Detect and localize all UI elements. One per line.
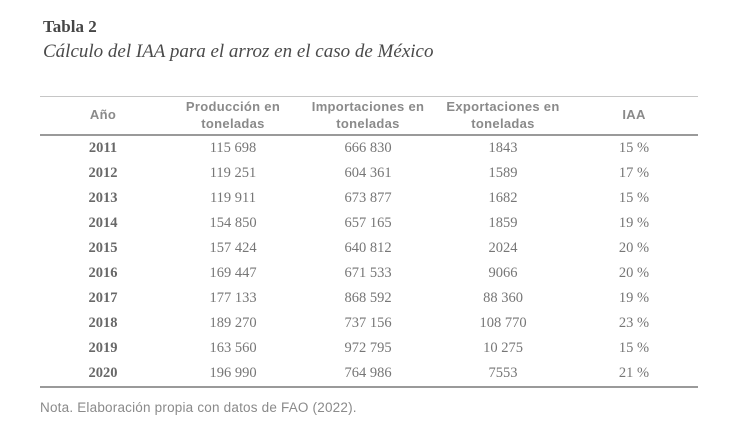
table-header-row: Año Producción en toneladas Importacione… [40, 96, 698, 135]
table-row: 2014 154 850 657 165 1859 19 % [40, 211, 698, 236]
iaa-cell: 15 % [618, 140, 650, 156]
table-row: 2020 196 990 764 986 7553 21 % [40, 361, 698, 387]
table-label: Tabla 2 [43, 17, 97, 36]
produccion-cell: 119 911 [209, 190, 257, 206]
produccion-cell: 177 133 [209, 290, 257, 306]
column-header-importaciones: Importaciones en toneladas [311, 98, 425, 131]
iaa-cell: 20 % [618, 265, 650, 281]
table-row: 2019 163 560 972 795 10 275 15 % [40, 336, 698, 361]
importaciones-cell: 657 165 [344, 215, 392, 231]
exportaciones-cell: 1682 [488, 190, 518, 206]
table-title-text: Cálculo del IAA para el arroz en el caso… [43, 41, 434, 63]
column-header-exportaciones: Exportaciones en toneladas [446, 98, 560, 131]
table-caption: Tabla 2 Cálculo del IAA para el arroz en… [0, 0, 739, 65]
exportaciones-cell: 108 770 [479, 315, 527, 331]
exportaciones-cell: 2024 [488, 240, 518, 256]
year-cell: 2015 [88, 240, 118, 256]
data-table-container: Año Producción en toneladas Importacione… [40, 96, 698, 388]
table-body: 2011 115 698 666 830 1843 15 % 2012 119 251 604… [40, 135, 698, 387]
produccion-cell: 163 560 [209, 340, 257, 356]
importaciones-cell: 604 361 [344, 165, 392, 181]
iaa-cell: 20 % [618, 240, 650, 256]
year-cell: 2017 [88, 290, 118, 306]
year-cell: 2018 [88, 315, 118, 331]
produccion-cell: 115 698 [209, 140, 257, 156]
iaa-cell: 19 % [618, 290, 650, 306]
exportaciones-cell: 10 275 [483, 340, 523, 356]
exportaciones-cell: 9066 [488, 265, 518, 281]
table-row: 2015 157 424 640 812 2024 20 % [40, 236, 698, 261]
importaciones-cell: 737 156 [344, 315, 392, 331]
iaa-cell: 19 % [618, 215, 650, 231]
iaa-cell: 17 % [618, 165, 650, 181]
year-cell: 2011 [88, 140, 118, 156]
exportaciones-cell: 1843 [488, 140, 518, 156]
table-header: Año Producción en toneladas Importacione… [40, 96, 698, 135]
importaciones-cell: 972 795 [344, 340, 392, 356]
importaciones-cell: 671 533 [344, 265, 392, 281]
column-header-ano: Año [89, 107, 117, 123]
importaciones-cell: 868 592 [344, 290, 392, 306]
year-cell: 2020 [88, 365, 118, 381]
year-cell: 2013 [88, 190, 118, 206]
exportaciones-cell: 7553 [488, 365, 518, 381]
importaciones-cell: 666 830 [344, 140, 392, 156]
exportaciones-cell: 88 360 [483, 290, 523, 306]
exportaciones-cell: 1859 [488, 215, 518, 231]
importaciones-cell: 764 986 [344, 365, 392, 381]
table-row: 2012 119 251 604 361 1589 17 % [40, 161, 698, 186]
produccion-cell: 169 447 [209, 265, 257, 281]
iaa-cell: 23 % [618, 315, 650, 331]
produccion-cell: 189 270 [209, 315, 257, 331]
produccion-cell: 196 990 [209, 365, 257, 381]
table-row: 2013 119 911 673 877 1682 15 % [40, 186, 698, 211]
produccion-cell: 119 251 [209, 165, 257, 181]
year-cell: 2016 [88, 265, 118, 281]
produccion-cell: 157 424 [209, 240, 257, 256]
iaa-cell: 15 % [618, 190, 650, 206]
iaa-cell: 15 % [618, 340, 650, 356]
iaa-cell: 21 % [618, 365, 650, 381]
year-cell: 2012 [88, 165, 118, 181]
produccion-cell: 154 850 [209, 215, 257, 231]
table-row: 2016 169 447 671 533 9066 20 % [40, 261, 698, 286]
exportaciones-cell: 1589 [488, 165, 518, 181]
year-cell: 2019 [88, 340, 118, 356]
data-table: Año Producción en toneladas Importacione… [40, 96, 698, 388]
table-row: 2011 115 698 666 830 1843 15 % [40, 135, 698, 161]
table-row: 2018 189 270 737 156 108 770 23 % [40, 311, 698, 336]
table-note: Nota. Elaboración propia con datos de FA… [40, 400, 357, 415]
importaciones-cell: 673 877 [344, 190, 392, 206]
importaciones-cell: 640 812 [344, 240, 392, 256]
year-cell: 2014 [88, 215, 118, 231]
table-row: 2017 177 133 868 592 88 360 19 % [40, 286, 698, 311]
column-header-produccion: Producción en toneladas [185, 98, 281, 131]
column-header-iaa: IAA [622, 107, 646, 123]
